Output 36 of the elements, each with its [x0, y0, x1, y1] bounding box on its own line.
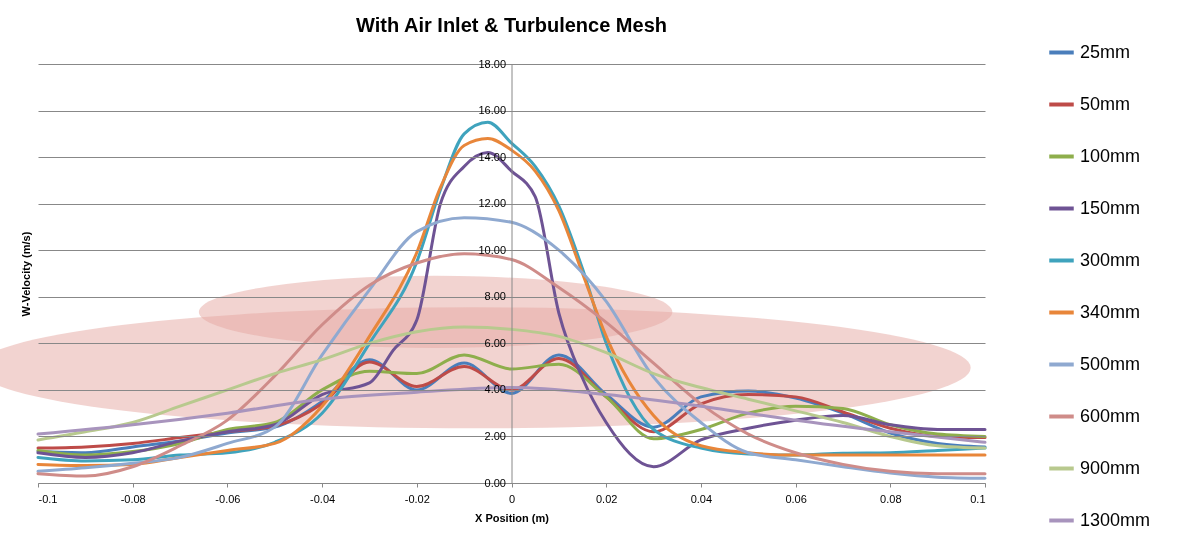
x-tick-label: 0 — [508, 492, 516, 505]
legend-label: 1300mm — [1080, 509, 1151, 530]
y-tick-label: 18.00 — [478, 57, 506, 70]
legend-label: 500mm — [1080, 353, 1141, 374]
legend-label: 340mm — [1080, 301, 1141, 322]
line-series — [36, 386, 987, 444]
y-tick-label: 16.00 — [478, 104, 506, 117]
y-tick-label: 0.00 — [484, 476, 506, 489]
x-tick-label: 0.02 — [595, 492, 618, 505]
x-axis-title: X Position (m) — [475, 511, 550, 524]
chart-title: With Air Inlet & Turbulence Mesh — [356, 14, 667, 36]
legend-label: 25mm — [1080, 41, 1131, 62]
x-tick-label: 0.1 — [970, 492, 986, 505]
legend-label: 300mm — [1080, 249, 1141, 270]
y-tick-label: 6.00 — [484, 336, 506, 349]
x-tick-label: -0.04 — [310, 492, 336, 505]
x-tick-label: 0.06 — [785, 492, 807, 505]
line-series — [36, 325, 987, 450]
x-tick-label: -0.06 — [215, 492, 241, 505]
y-axis-title: W-Velocity (m/s) — [19, 231, 32, 317]
x-tick-label: -0.02 — [404, 492, 430, 505]
legend-label: 100mm — [1080, 145, 1141, 166]
y-tick-label: 8.00 — [484, 290, 506, 303]
x-tick-label: -0.1 — [38, 492, 58, 505]
legend-label: 600mm — [1080, 405, 1141, 426]
x-tick-label: -0.08 — [120, 492, 146, 505]
legend-label: 900mm — [1080, 457, 1141, 478]
x-tick-label: 0.08 — [880, 492, 902, 505]
y-tick-label: 10.00 — [478, 243, 506, 256]
y-tick-label: 14.00 — [478, 150, 506, 163]
legend-label: 150mm — [1080, 197, 1141, 218]
y-tick-label: 12.00 — [478, 197, 506, 210]
y-tick-label: 2.00 — [484, 429, 506, 442]
legend-label: 50mm — [1080, 93, 1131, 114]
x-tick-label: 0.04 — [690, 492, 713, 505]
y-tick-label: 4.00 — [484, 383, 506, 396]
